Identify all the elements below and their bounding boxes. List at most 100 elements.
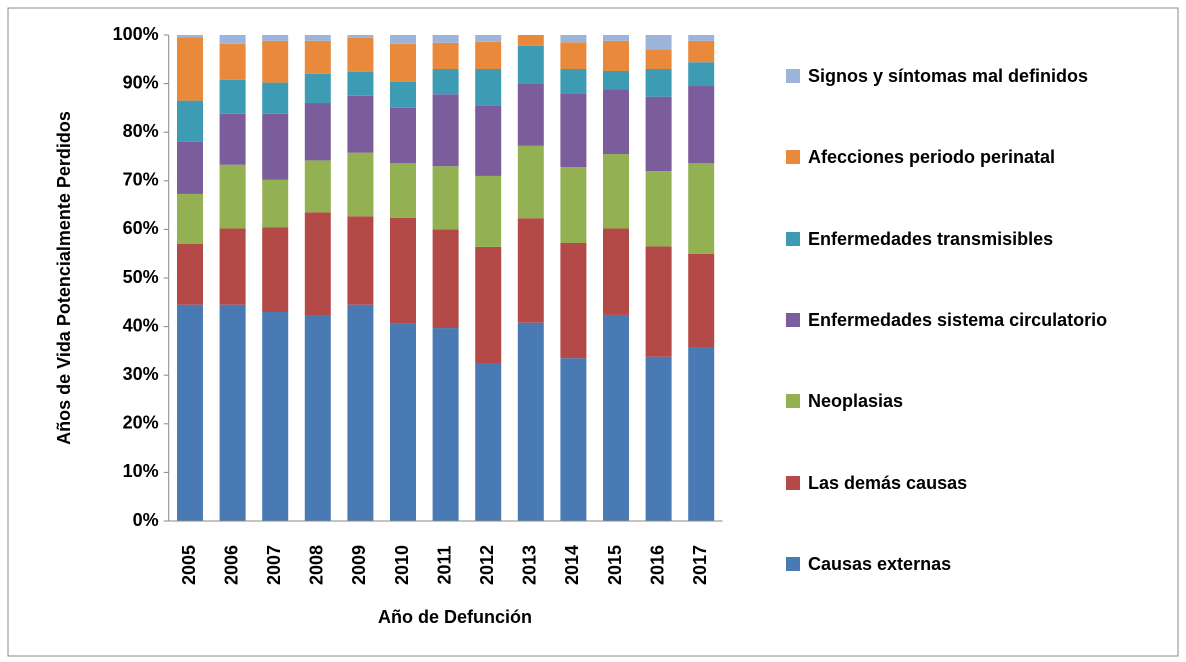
bar-segment [645,69,672,97]
legend-label: Enfermedades transmisibles [808,228,1054,249]
x-axis-title: Año de Defunción [378,607,532,627]
legend-item: Enfermedades sistema circulatorio [786,304,1131,336]
bar-segment [219,43,246,80]
x-tick-label: 2017 [690,545,710,585]
bar-segment [645,49,672,70]
x-tick-label: 2006 [221,545,241,585]
bar-segment [177,193,203,244]
bar-segment [517,145,544,219]
y-tick-label: 0% [133,510,159,530]
bar-segment [390,163,416,218]
bar-segment [688,253,715,348]
bar-segment [560,35,587,43]
y-tick-label: 40% [123,315,159,335]
x-tick-label: 2013 [520,545,540,585]
legend-item: Enfermedades transmisibles [786,223,1131,255]
bar-segment [262,312,289,521]
bar-segment [432,94,459,167]
bar-segment [645,356,672,521]
y-tick-label: 90% [123,72,159,92]
legend-label: Neoplasias [808,391,904,412]
legend-label: Las demás causas [808,472,968,493]
bar-segment [219,79,246,114]
y-tick-label: 30% [123,364,159,384]
bar-segment [475,175,502,247]
y-tick-label: 20% [123,413,159,433]
bar-segment [390,323,416,521]
bar-segment [560,42,587,70]
y-tick-label: 100% [113,24,159,44]
bar-segment [517,83,544,146]
x-tick-label: 2007 [264,545,284,585]
bar-segment [688,347,715,521]
bar-segment [475,35,502,42]
bar-segment [603,154,629,229]
y-tick-label: 10% [123,461,159,481]
x-tick-label: 2010 [392,545,412,585]
y-axis-title: Años de Vida Potencialmente Perdidos [54,111,74,445]
legend-item: Neoplasias [786,385,1131,417]
bar-segment [304,160,331,213]
bar-segment [645,96,672,172]
bar-segment [304,73,331,104]
bar-segment [603,228,629,315]
bar-segment [517,218,544,323]
bar-segment [304,40,331,74]
bar-segment [177,141,203,194]
y-tick-label: 60% [123,218,159,238]
legend-label: Causas externas [808,553,952,574]
bar-segment [688,62,715,87]
bar-segment [560,243,587,359]
y-tick-label: 80% [123,121,159,141]
bar-segment [688,86,715,164]
bar-segment [304,315,331,521]
legend-label: Enfermedades sistema circulatorio [808,309,1108,330]
bar-segment [517,45,544,84]
bar-segment [560,93,587,168]
bar-segment [390,35,416,44]
legend-swatch [786,475,800,490]
bar-segment [390,81,416,108]
bar-segment [262,227,289,313]
bar-segment [475,363,502,521]
bar-segment [688,35,715,41]
bar-segment [219,164,246,229]
y-tick-label: 50% [123,267,159,287]
bar-segment [432,166,459,230]
bar-segment [390,107,416,164]
bar-segment [475,105,502,176]
bar-segment [219,35,246,44]
bar-segment [432,229,459,329]
x-tick-label: 2012 [477,545,497,585]
bar-segment [560,167,587,244]
bar-segment [517,322,544,521]
bar-segment [645,171,672,247]
bar-segment [347,37,374,72]
bar-segment [475,246,502,364]
bar-segment [347,304,374,521]
legend-swatch [786,231,800,246]
bar-segment [390,217,416,324]
bar-segment [432,328,459,521]
chart-border [7,7,1179,657]
bar-segment [304,35,331,41]
bar-segment [262,40,289,83]
bar-segment [347,216,374,305]
bar-segment [347,71,374,96]
bar-segment [177,35,203,38]
bar-segment [603,35,629,41]
bar-segment [262,179,289,228]
bar-segment [432,35,459,43]
bar-segment [645,35,672,50]
bar-segment [560,358,587,521]
legend-label: Signos y síntomas mal definidos [808,66,1089,86]
legend-item: Afecciones periodo perinatal [786,141,1131,173]
bar-segment [347,152,374,217]
bar-segment [219,228,246,305]
x-tick-label: 2016 [647,545,667,585]
bar-segment [517,35,544,46]
bar-segment [603,70,629,90]
y-tick-label: 70% [123,170,159,190]
bar-segment [177,304,203,521]
